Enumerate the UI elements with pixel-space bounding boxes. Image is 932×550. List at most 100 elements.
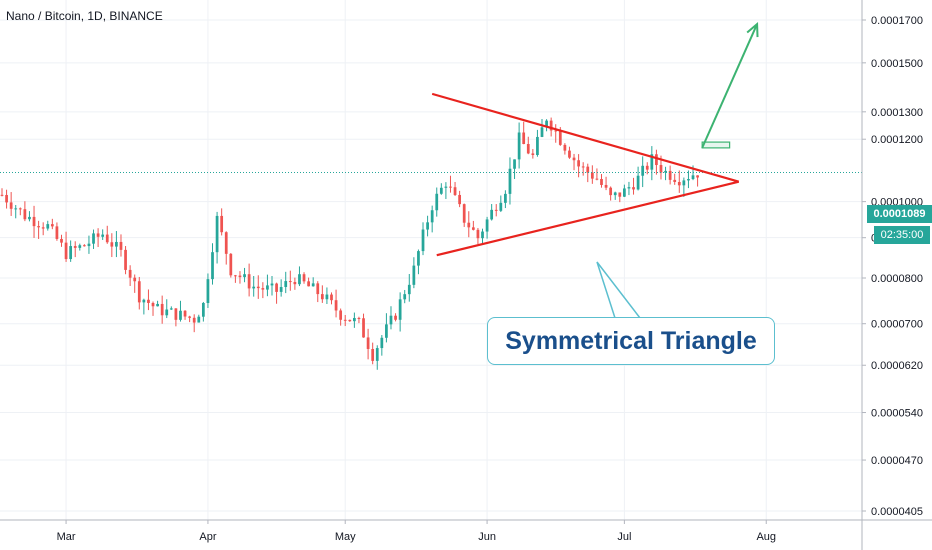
candle-body (403, 294, 407, 300)
candle-body (156, 303, 159, 307)
candle-body (609, 187, 613, 196)
candle-body (513, 159, 516, 169)
y-tick-label: 0.0000700 (871, 319, 923, 331)
candle-body (183, 310, 187, 317)
candle-body (137, 281, 141, 303)
x-tick-label: Mar (57, 531, 76, 543)
candle-body (110, 242, 114, 247)
candle-body (687, 179, 690, 181)
candle-body (417, 251, 420, 266)
y-tick-label: 0.0001300 (871, 107, 923, 119)
candle-body (421, 229, 425, 252)
candle-body (485, 219, 489, 232)
x-tick-label: Jun (478, 531, 496, 543)
candle-body (133, 277, 137, 282)
candle-body (645, 165, 649, 170)
candle-body (526, 144, 530, 154)
y-tick-label: 0.0001200 (871, 134, 923, 146)
candle-body (316, 283, 320, 295)
candle-body (46, 224, 50, 229)
y-tick-label: 0.0001700 (871, 15, 923, 27)
candle-body (78, 245, 82, 248)
candle-body (343, 319, 347, 321)
candle-body (682, 180, 686, 186)
candle-body (334, 300, 338, 311)
candle-body (9, 202, 13, 209)
candle-body (69, 246, 73, 260)
candle-body (467, 222, 471, 228)
candle-body (449, 186, 452, 188)
candle-body (23, 209, 27, 220)
candle-body (73, 246, 77, 248)
x-tick-label: Apr (199, 531, 216, 543)
candle-body (325, 294, 329, 300)
candle-body (293, 281, 297, 285)
candle-body (330, 294, 333, 301)
candle-body (371, 348, 375, 361)
y-tick-label: 0.0000405 (871, 506, 923, 518)
candle-body (50, 224, 54, 227)
candle-body (412, 265, 416, 285)
candle-body (554, 130, 558, 132)
candle-body (444, 186, 448, 188)
candle-body (394, 315, 397, 320)
candle-body (307, 281, 310, 287)
candle-body (531, 153, 535, 155)
candle-body (357, 317, 361, 319)
candle-body (458, 194, 461, 205)
chart-drawings (0, 21, 862, 319)
candle-body (279, 287, 283, 292)
candle-body (490, 209, 494, 220)
candle-body (179, 310, 182, 320)
candle-body (545, 120, 548, 128)
y-tick-label: 0.0001500 (871, 58, 923, 70)
candle-body (641, 165, 645, 176)
callout-pointer (596, 261, 641, 319)
candle-body (504, 193, 507, 203)
candle-body (362, 318, 365, 338)
candle-body (508, 168, 512, 194)
candle-body (586, 166, 590, 173)
candle-body (37, 226, 40, 228)
candle-body (201, 302, 205, 317)
y-tick-label: 0.0000470 (871, 455, 923, 467)
candle-body (618, 192, 622, 197)
breakout-arrow-head (746, 21, 759, 38)
candle-body (380, 337, 384, 349)
candle-body (18, 208, 22, 210)
candle-body (224, 232, 228, 254)
candle-body (124, 249, 127, 270)
triangle-lower-line (436, 180, 740, 257)
candle-body (165, 309, 169, 316)
candle-body (563, 144, 567, 151)
candle-body (60, 238, 63, 243)
candle-body (28, 216, 31, 220)
x-tick-label: Aug (756, 531, 776, 543)
candle-body (298, 274, 301, 285)
candle-body (522, 132, 526, 145)
breakout-arrow-shaft (701, 23, 758, 149)
candle-body (215, 215, 219, 253)
candle-body (0, 194, 4, 196)
candle-body (238, 275, 242, 278)
pattern-callout[interactable]: Symmetrical Triangle (487, 317, 775, 365)
candle-body (494, 209, 498, 211)
candle-body (256, 286, 260, 289)
candle-body (211, 252, 214, 280)
bar-countdown-tag: 02:35:00 (874, 226, 930, 244)
candle-body (462, 204, 466, 223)
candle-body (366, 337, 370, 349)
candle-body (590, 172, 594, 179)
candle-body (261, 288, 265, 290)
candle-body (247, 274, 251, 289)
candle-body (151, 302, 155, 307)
y-tick-label: 0.0000540 (871, 408, 923, 420)
x-tick-label: May (335, 531, 356, 543)
candle-body (105, 234, 109, 243)
candle-body (275, 283, 278, 292)
candle-body (471, 227, 475, 230)
candle-body (197, 316, 201, 323)
candle-body (55, 226, 59, 239)
triangle-upper-line (431, 92, 740, 183)
